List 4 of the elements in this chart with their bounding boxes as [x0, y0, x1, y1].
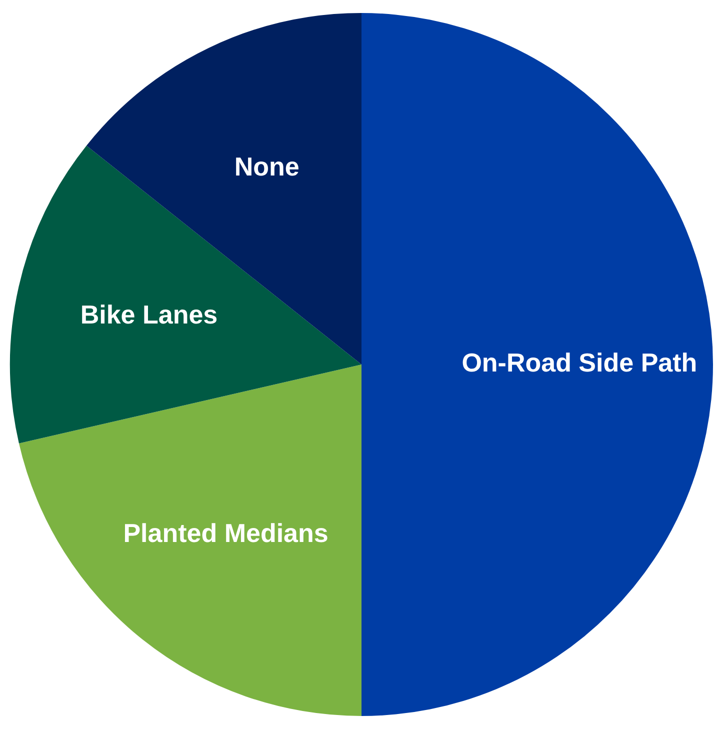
slice-label: Planted Medians — [123, 518, 328, 548]
slice-label: Bike Lanes — [80, 299, 218, 330]
slice-label: On-Road Side Path — [462, 348, 698, 378]
slice-label: None — [234, 151, 300, 182]
